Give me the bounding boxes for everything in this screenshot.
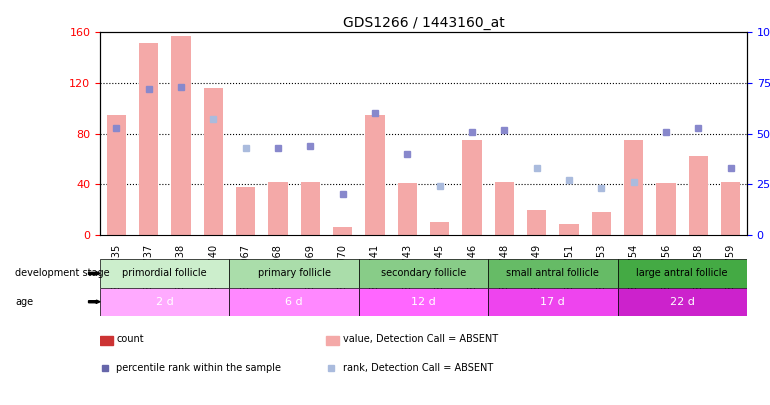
Bar: [106, 115, 126, 235]
FancyBboxPatch shape: [488, 288, 618, 316]
FancyBboxPatch shape: [229, 288, 359, 316]
Bar: [326, 336, 340, 345]
Text: small antral follicle: small antral follicle: [507, 269, 599, 278]
FancyBboxPatch shape: [229, 259, 359, 288]
Bar: [236, 187, 256, 235]
FancyBboxPatch shape: [618, 288, 747, 316]
Title: GDS1266 / 1443160_at: GDS1266 / 1443160_at: [343, 16, 504, 30]
FancyBboxPatch shape: [100, 288, 229, 316]
Bar: [591, 212, 611, 235]
Bar: [203, 88, 223, 235]
Bar: [268, 182, 288, 235]
Text: primary follicle: primary follicle: [258, 269, 330, 278]
Bar: [624, 140, 644, 235]
Text: count: count: [116, 334, 144, 344]
Bar: [139, 43, 159, 235]
Text: development stage: development stage: [15, 269, 110, 278]
Bar: [462, 140, 482, 235]
Bar: [365, 115, 385, 235]
Bar: [656, 183, 676, 235]
Text: large antral follicle: large antral follicle: [637, 269, 728, 278]
Text: primordial follicle: primordial follicle: [122, 269, 207, 278]
Text: age: age: [15, 297, 34, 307]
Bar: [397, 183, 417, 235]
FancyBboxPatch shape: [100, 259, 229, 288]
FancyBboxPatch shape: [359, 288, 488, 316]
Bar: [333, 227, 353, 235]
Bar: [688, 156, 708, 235]
Text: 6 d: 6 d: [286, 297, 303, 307]
Bar: [171, 36, 191, 235]
Text: secondary follicle: secondary follicle: [381, 269, 466, 278]
Text: rank, Detection Call = ABSENT: rank, Detection Call = ABSENT: [343, 363, 493, 373]
Bar: [100, 336, 113, 345]
Text: value, Detection Call = ABSENT: value, Detection Call = ABSENT: [343, 334, 497, 344]
Bar: [300, 182, 320, 235]
Text: 12 d: 12 d: [411, 297, 436, 307]
FancyBboxPatch shape: [618, 259, 747, 288]
Bar: [430, 222, 450, 235]
FancyBboxPatch shape: [488, 259, 618, 288]
Text: percentile rank within the sample: percentile rank within the sample: [116, 363, 281, 373]
Text: 22 d: 22 d: [670, 297, 695, 307]
Bar: [527, 210, 547, 235]
Bar: [494, 182, 514, 235]
Text: 2 d: 2 d: [156, 297, 174, 307]
Bar: [559, 224, 579, 235]
FancyBboxPatch shape: [359, 259, 488, 288]
Bar: [721, 182, 741, 235]
Text: 17 d: 17 d: [541, 297, 565, 307]
